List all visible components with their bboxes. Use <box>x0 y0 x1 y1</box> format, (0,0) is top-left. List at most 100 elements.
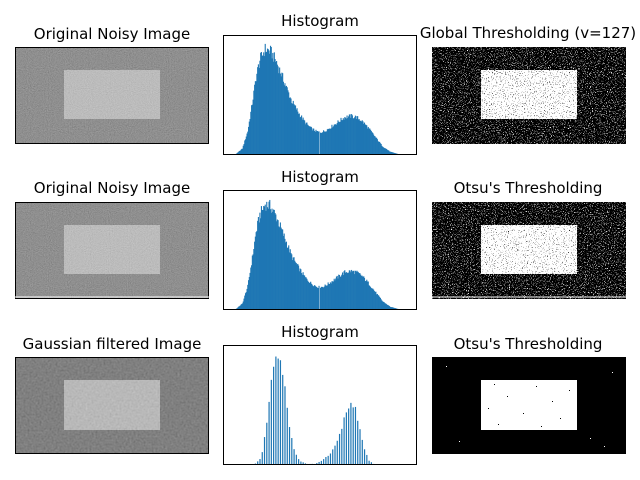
histogram-bar <box>343 119 345 155</box>
histogram-bar <box>389 306 391 310</box>
histogram-bar <box>261 209 263 310</box>
histogram-bar <box>385 148 387 155</box>
histogram-bar <box>241 148 244 155</box>
histogram-bar <box>247 131 249 155</box>
histogram-bar <box>379 297 381 310</box>
histogram-bar <box>363 276 365 310</box>
histogram-bar <box>269 53 271 155</box>
histogram-bar <box>271 58 273 155</box>
histogram-bar <box>285 242 287 310</box>
histogram-bar <box>345 272 347 310</box>
panel-title: Original Noisy Image <box>34 25 190 43</box>
histogram-bar <box>370 129 372 155</box>
histogram-bar <box>340 117 342 155</box>
histogram-bar <box>375 291 377 310</box>
histogram-bar <box>381 300 383 310</box>
noisy-image <box>15 47 209 144</box>
histogram-bar <box>262 55 264 155</box>
histogram-bar <box>272 52 274 155</box>
histogram-bar <box>345 412 347 465</box>
histogram-bar <box>314 131 316 155</box>
histogram-bar <box>370 287 372 310</box>
histogram-bar <box>368 460 370 465</box>
histogram-bar <box>279 222 281 310</box>
histogram-bar <box>241 303 243 310</box>
histogram-bar <box>244 295 246 310</box>
histogram-bar <box>269 199 271 310</box>
histogram-bar <box>373 135 375 155</box>
histogram-bar <box>308 126 310 155</box>
histogram-bar <box>289 97 291 155</box>
histogram-bar <box>384 303 386 310</box>
histogram-bar <box>273 366 275 465</box>
histogram-bar <box>362 121 364 155</box>
histogram-bar <box>347 118 349 155</box>
histogram-bar <box>249 272 251 310</box>
histogram-bar <box>370 462 372 465</box>
histogram-bar <box>365 124 367 155</box>
histogram-title: Histogram <box>281 323 359 341</box>
histogram-bar <box>245 292 247 310</box>
histogram-bar <box>264 204 266 310</box>
histogram-bar <box>342 118 344 155</box>
histogram-bar <box>372 132 374 155</box>
histogram-bar <box>298 459 300 465</box>
histogram-bar <box>250 267 252 310</box>
histogram-bar <box>299 117 301 155</box>
histogram-bar <box>323 287 325 310</box>
histogram-bar <box>301 115 303 155</box>
histogram-bar <box>388 306 391 310</box>
histogram-bar <box>325 457 327 465</box>
histogram-bar <box>341 274 343 310</box>
histogram-bar <box>289 249 291 310</box>
panel-histogram-2: Histogram <box>223 168 417 310</box>
histogram-bar <box>332 127 334 155</box>
histogram-bar <box>270 379 272 465</box>
histogram-bar <box>385 304 388 310</box>
histogram-bar <box>259 212 261 310</box>
histogram-bar <box>325 285 327 310</box>
histogram-bar <box>305 122 307 155</box>
histogram-bar <box>339 277 341 310</box>
histogram-bar <box>363 123 365 155</box>
histogram-bar <box>386 149 388 155</box>
histogram-bar <box>346 115 348 155</box>
histogram-bar <box>273 209 275 310</box>
histogram-bar <box>316 286 318 310</box>
histogram-bar <box>263 56 266 156</box>
histogram-bar <box>256 230 258 310</box>
histogram-bar <box>338 433 341 465</box>
histogram-bar <box>327 282 329 310</box>
histogram-bar <box>390 151 392 155</box>
histogram-bar <box>236 152 238 155</box>
histogram-bar <box>298 265 300 310</box>
histogram-bar <box>330 128 332 155</box>
histogram-bar <box>373 289 375 310</box>
panel-title: Original Noisy Image <box>34 179 190 197</box>
histogram-bar <box>284 83 286 155</box>
histogram-bar <box>248 280 250 310</box>
histogram-bar <box>287 247 289 310</box>
histogram-bar <box>266 48 269 155</box>
histogram-bar <box>285 85 288 155</box>
histogram-bar <box>346 273 348 310</box>
histogram-bar <box>302 462 304 465</box>
histogram-bar <box>343 271 345 310</box>
histogram-bar <box>341 428 343 465</box>
histogram-bar <box>245 136 247 155</box>
histogram-bar <box>389 151 391 155</box>
histogram-bar <box>311 284 313 310</box>
histogram-bar <box>291 254 293 310</box>
histogram-bar <box>345 117 347 155</box>
histogram-bar <box>286 87 288 155</box>
histogram-bar <box>257 220 259 310</box>
histogram-bar <box>382 301 384 310</box>
histogram-bar <box>255 81 257 155</box>
histogram-bar <box>332 281 334 310</box>
histogram-bar <box>253 248 255 310</box>
histogram-bar <box>351 269 353 310</box>
histogram-bar <box>364 124 366 155</box>
histogram-bar <box>293 104 295 155</box>
histogram-bar <box>309 126 311 155</box>
histogram-bar <box>307 125 309 155</box>
